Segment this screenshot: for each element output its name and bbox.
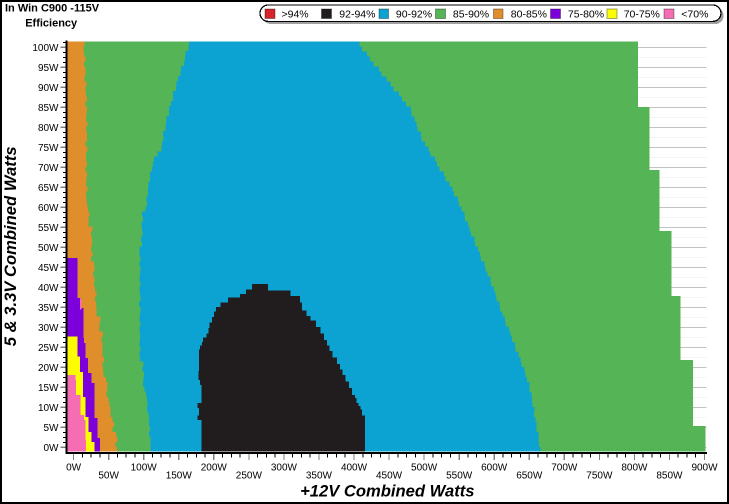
svg-text:85-90%: 85-90% — [453, 9, 489, 21]
svg-text:300W: 300W — [271, 463, 298, 474]
svg-text:400W: 400W — [341, 463, 368, 474]
svg-text:<70%: <70% — [681, 9, 708, 21]
svg-text:30W: 30W — [38, 323, 59, 334]
svg-text:In Win C900 -115V: In Win C900 -115V — [5, 3, 100, 15]
svg-text:45W: 45W — [38, 263, 59, 274]
svg-text:50W: 50W — [38, 243, 59, 254]
svg-text:40W: 40W — [38, 283, 59, 294]
svg-text:800W: 800W — [621, 463, 648, 474]
svg-text:900W: 900W — [691, 463, 718, 474]
svg-text:55W: 55W — [38, 223, 59, 234]
svg-text:70W: 70W — [38, 163, 59, 174]
svg-text:35W: 35W — [38, 303, 59, 314]
svg-text:5W: 5W — [44, 423, 60, 434]
svg-text:650W: 650W — [516, 471, 543, 482]
svg-text:750W: 750W — [586, 471, 613, 482]
svg-text:90-92%: 90-92% — [396, 9, 432, 21]
svg-text:200W: 200W — [201, 463, 228, 474]
svg-text:100W: 100W — [131, 463, 158, 474]
svg-text:0W: 0W — [66, 463, 82, 474]
svg-text:25W: 25W — [38, 343, 59, 354]
svg-text:500W: 500W — [411, 463, 438, 474]
svg-text:700W: 700W — [551, 463, 578, 474]
svg-text:95W: 95W — [38, 63, 59, 74]
svg-text:0W: 0W — [44, 443, 60, 454]
svg-text:150W: 150W — [166, 471, 193, 482]
svg-text:850W: 850W — [656, 471, 683, 482]
svg-text:350W: 350W — [306, 471, 333, 482]
svg-text:5 & 3.3V Combined Watts: 5 & 3.3V Combined Watts — [1, 146, 20, 346]
svg-text:>94%: >94% — [282, 9, 309, 21]
svg-text:20W: 20W — [38, 363, 59, 374]
svg-text:90W: 90W — [38, 83, 59, 94]
svg-text:60W: 60W — [38, 203, 59, 214]
svg-text:85W: 85W — [38, 103, 59, 114]
svg-text:Efficiency: Efficiency — [25, 18, 78, 30]
svg-text:100W: 100W — [32, 43, 59, 54]
svg-text:92-94%: 92-94% — [339, 9, 375, 21]
svg-text:+12V Combined Watts: +12V Combined Watts — [300, 481, 474, 500]
svg-text:65W: 65W — [38, 183, 59, 194]
svg-text:10W: 10W — [38, 403, 59, 414]
svg-text:80-85%: 80-85% — [511, 9, 547, 21]
svg-text:75W: 75W — [38, 143, 59, 154]
svg-text:15W: 15W — [38, 383, 59, 394]
svg-text:450W: 450W — [376, 471, 403, 482]
svg-text:70-75%: 70-75% — [624, 9, 660, 21]
svg-text:550W: 550W — [446, 471, 473, 482]
svg-text:75-80%: 75-80% — [568, 9, 604, 21]
svg-text:600W: 600W — [481, 463, 508, 474]
svg-text:80W: 80W — [38, 123, 59, 134]
svg-text:250W: 250W — [236, 471, 263, 482]
svg-text:50W: 50W — [98, 471, 119, 482]
